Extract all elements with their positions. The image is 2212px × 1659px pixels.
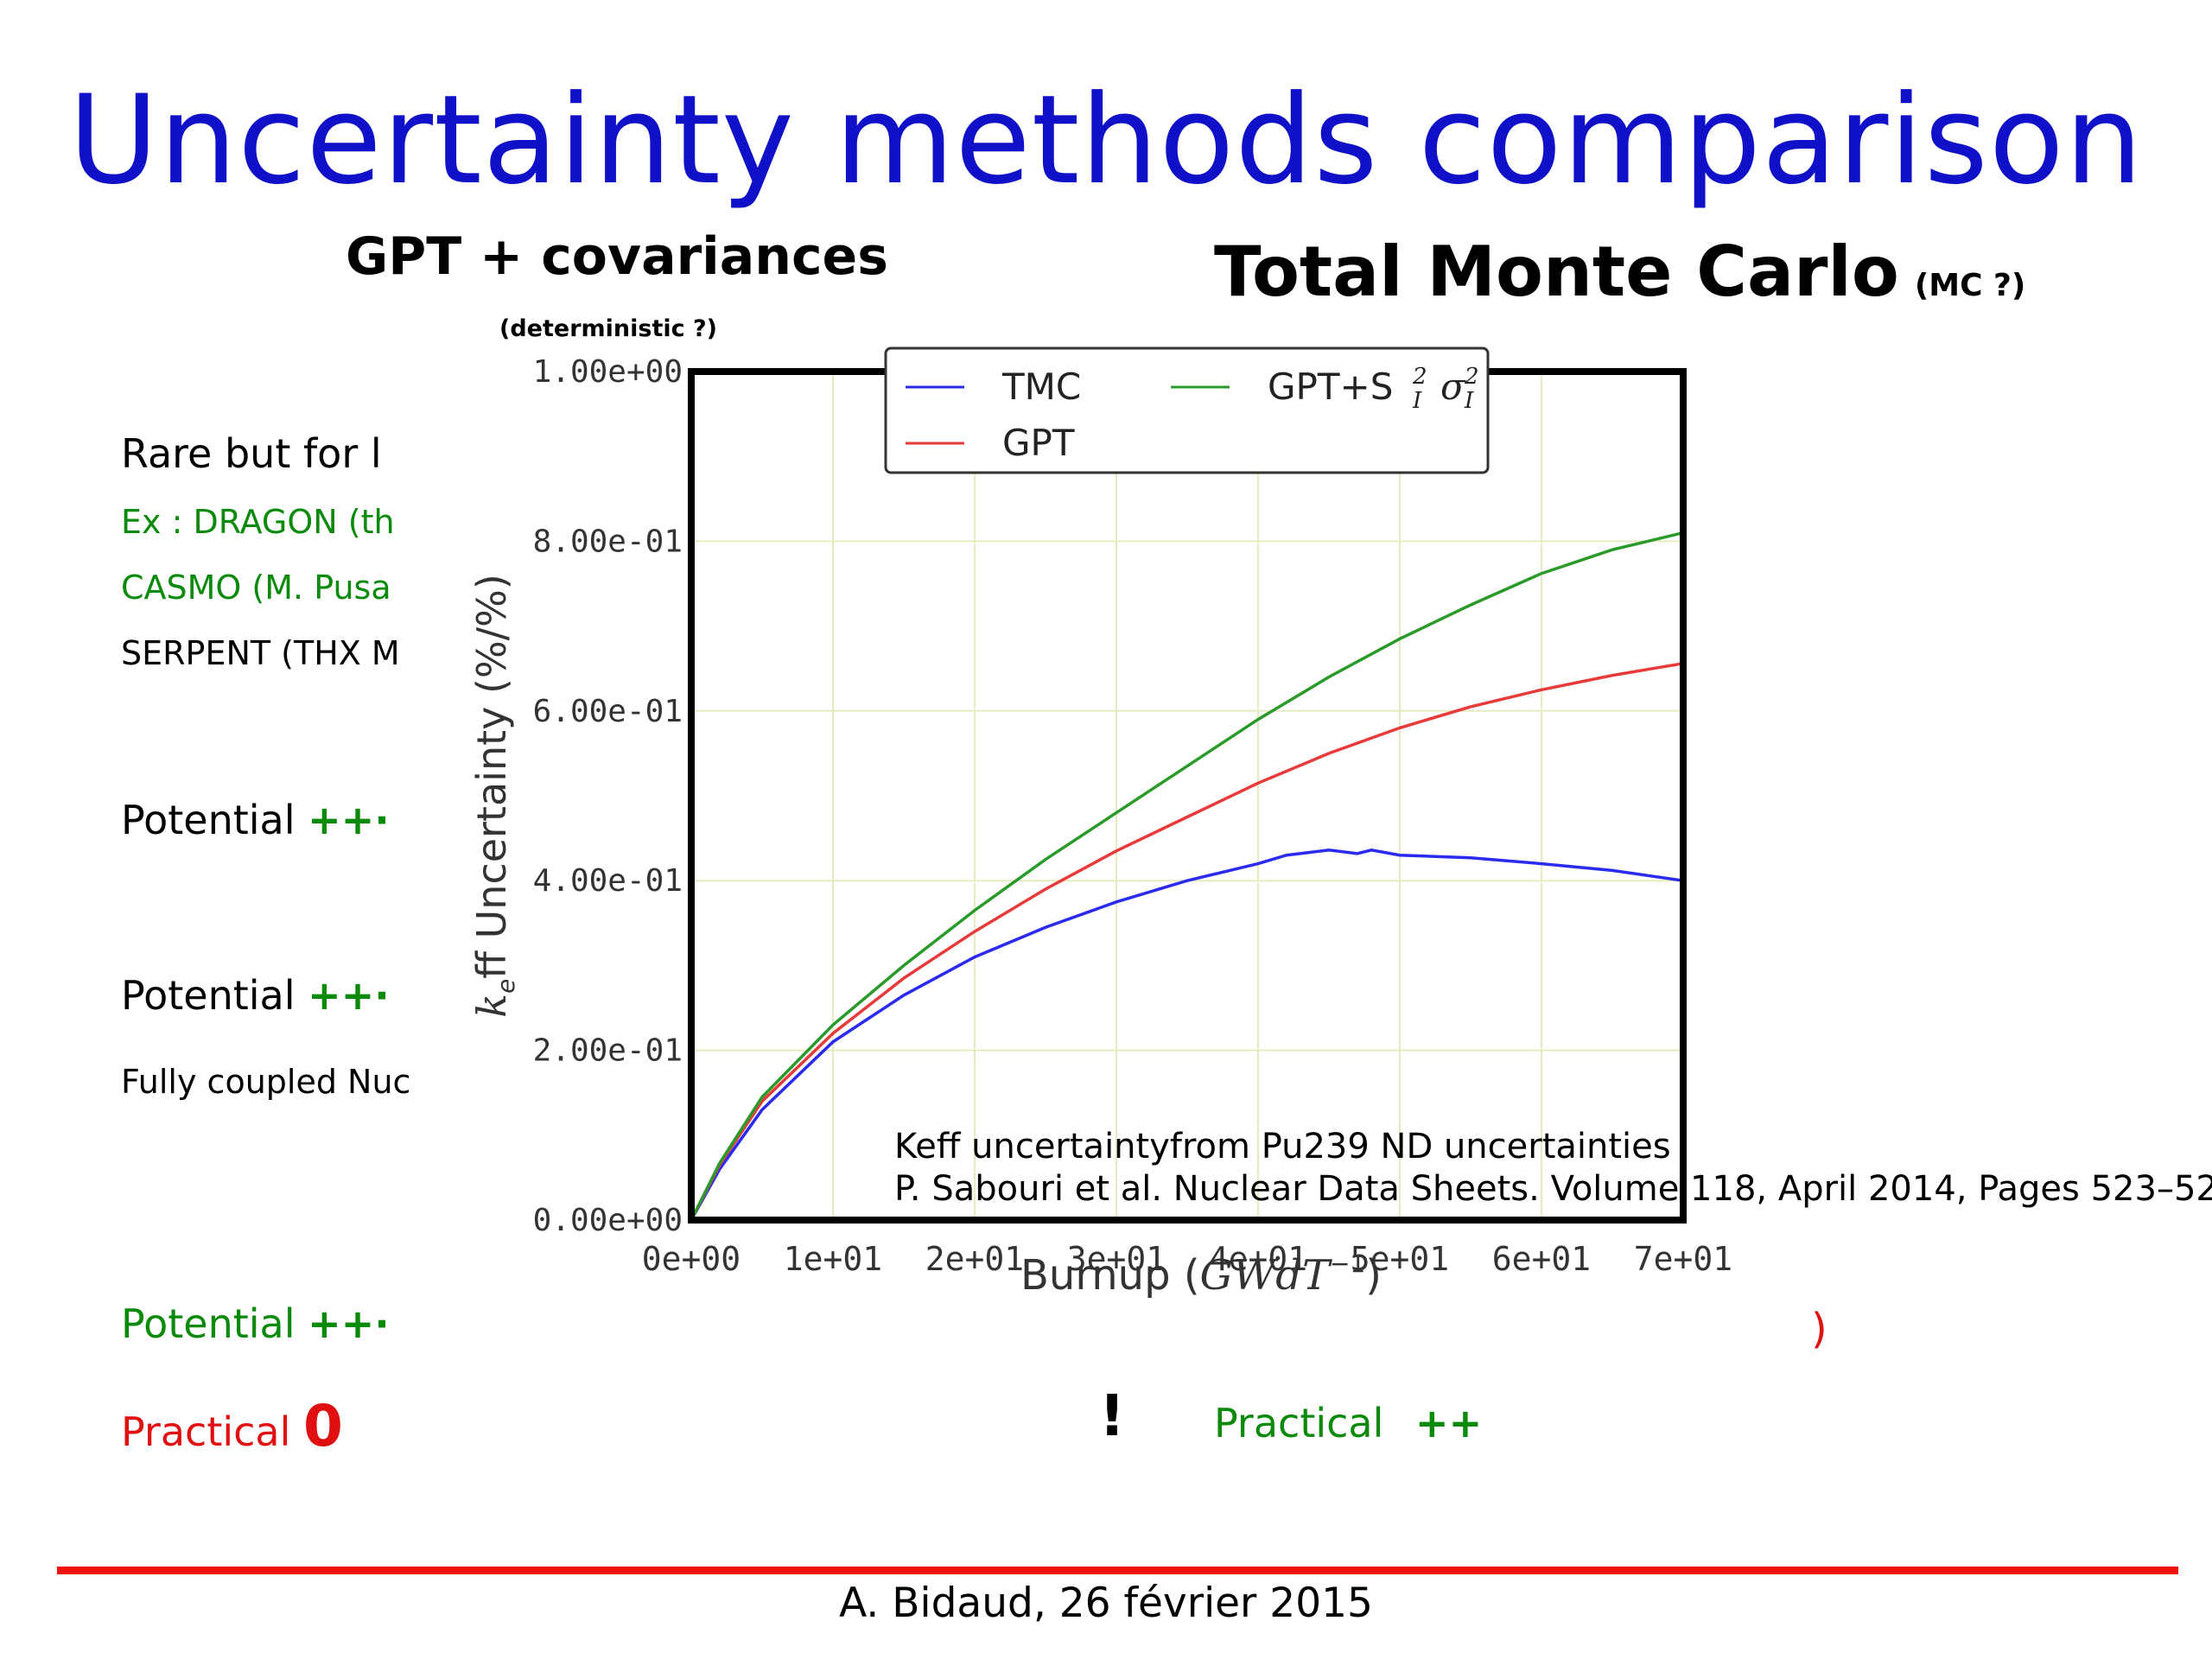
footer-rule — [57, 1567, 2178, 1574]
legend-sigma: σ — [1440, 365, 1466, 408]
left-line-7: Fully coupled Nuc — [121, 1063, 411, 1101]
practical-right: Practical ++ — [1214, 1400, 1482, 1446]
y-tick-label: 1.00e+00 — [533, 354, 683, 390]
plot-frame — [688, 368, 1687, 1224]
practical-left-label: Practical — [121, 1408, 291, 1455]
series-line-3 — [690, 531, 1684, 1221]
annotation-line-2: P. Sabouri et al. Nuclear Data Sheets. V… — [894, 1169, 2212, 1209]
left-line-8-mark: ++· — [308, 1300, 390, 1347]
legend-sub-2: I — [1464, 388, 1474, 414]
red-fragment: ) — [1811, 1305, 1827, 1353]
left-line-8-label: Potential — [121, 1300, 296, 1347]
y-tick-label: 0.00e+00 — [533, 1203, 683, 1238]
tmc-heading-text: Total Monte Carlo — [1214, 232, 1899, 312]
left-line-6: Potential ++· — [121, 972, 390, 1019]
left-line-3: CASMO (M. Pusa — [121, 569, 391, 607]
x-tick-label: 7e+01 — [1634, 1240, 1732, 1278]
left-line-8: Potential ++· — [121, 1300, 390, 1347]
x-tick-label: 4e+01 — [1209, 1240, 1307, 1278]
y-axis-label: keff Uncertainty (%/%) — [468, 574, 520, 1018]
chart-series — [690, 531, 1684, 1221]
legend-label-2: GPT — [1002, 422, 1075, 464]
legend-box — [884, 346, 1490, 474]
chart-grid — [690, 371, 1684, 1221]
chart-ticks: 0e+00 1e+01 2e+01 3e+01 4e+01 5e+01 6e+01 7e+01… — [533, 354, 1733, 1278]
left-line-5-label: Potential — [121, 797, 296, 843]
left-line-6-mark: ++· — [308, 972, 390, 1019]
practical-right-value: ++ — [1415, 1400, 1483, 1446]
legend-label-3: GPT+S — [1268, 365, 1393, 408]
chart-labels: Burnup (GWdT−1) keff Uncertainty (%/%) Kef… — [468, 574, 2212, 1300]
slide-title: Uncertainty methods comparison — [68, 69, 2144, 212]
left-line-4: SERPENT (THX M — [121, 634, 400, 672]
practical-left: Practical 0 — [121, 1393, 343, 1459]
tmc-heading: Total Monte Carlo (MC ?) — [1214, 232, 2025, 312]
x-tick-label: 2e+01 — [925, 1240, 1024, 1278]
y-tick-label: 4.00e-01 — [533, 863, 683, 899]
legend-sup-2: 2 — [1464, 364, 1479, 390]
y-tick-label: 6.00e-01 — [533, 694, 683, 729]
left-line-5: Potential ++· — [121, 797, 390, 843]
left-line-1: Rare but for l — [121, 430, 382, 477]
x-tick-label: 6e+01 — [1492, 1240, 1591, 1278]
left-line-2: Ex : DRAGON (th — [121, 503, 395, 541]
y-tick-label: 2.00e-01 — [533, 1033, 683, 1069]
footer-text: A. Bidaud, 26 février 2015 — [839, 1580, 1373, 1627]
practical-right-label: Practical — [1214, 1400, 1384, 1446]
series-line-1 — [690, 849, 1684, 1221]
y-tick-label: 8.00e-01 — [533, 524, 683, 559]
x-tick-label: 3e+01 — [1067, 1240, 1166, 1278]
x-tick-label: 0e+00 — [642, 1240, 741, 1278]
legend-sup: 2 — [1412, 364, 1427, 390]
tmc-subheading: (MC ?) — [1914, 268, 2026, 303]
exclamation-mark: ! — [1099, 1382, 1126, 1449]
legend-sub: I — [1412, 388, 1422, 414]
legend-label-1: TMC — [1001, 365, 1081, 408]
annotation-line-1: Keff uncertaintyfrom Pu239 ND uncertaint… — [894, 1127, 1671, 1166]
x-tick-label: 5e+01 — [1351, 1240, 1449, 1278]
x-axis-label: Burnup (GWdT−1) — [1020, 1249, 1382, 1300]
left-line-5-mark: ++· — [308, 797, 390, 843]
gpt-heading: GPT + covariances — [346, 226, 888, 287]
gpt-subheading: (deterministic ?) — [499, 315, 718, 342]
left-line-6-label: Potential — [121, 972, 296, 1019]
practical-left-value: 0 — [303, 1393, 343, 1459]
series-line-2 — [690, 662, 1684, 1221]
x-tick-label: 1e+01 — [784, 1240, 882, 1278]
